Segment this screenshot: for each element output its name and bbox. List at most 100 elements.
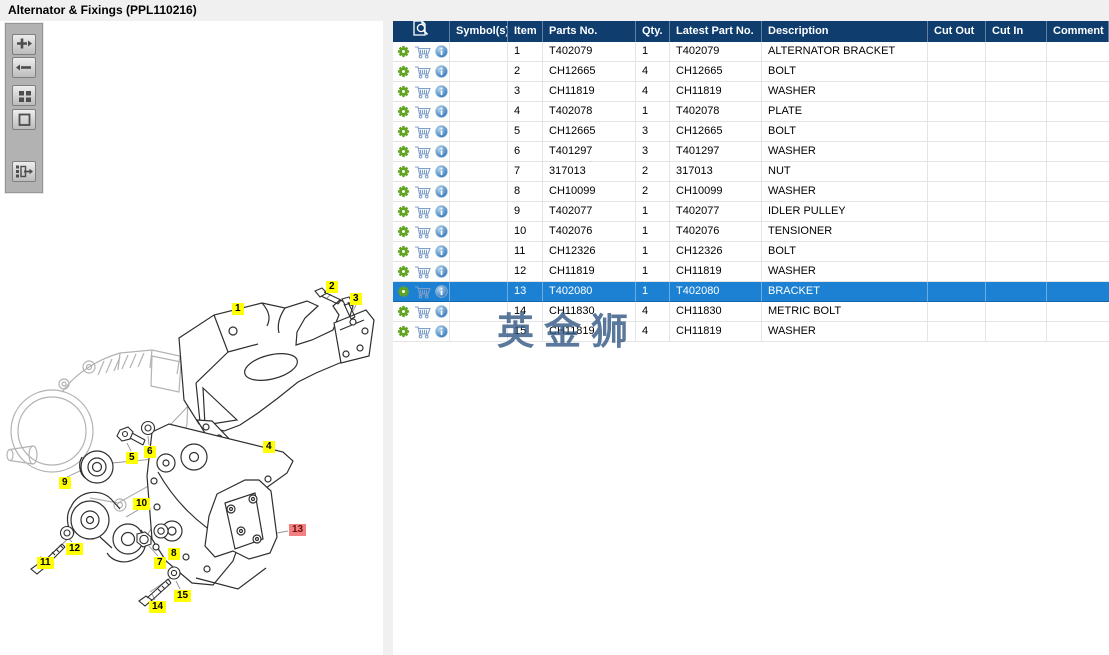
cart-icon[interactable] (414, 245, 431, 259)
gear-icon[interactable] (397, 285, 410, 298)
column-header-parts-no[interactable]: Parts No. (543, 21, 636, 42)
table-row[interactable]: 4 T402078 1 T402078 PLATE (393, 102, 1109, 122)
comment-cell (1047, 302, 1109, 322)
part-label-13[interactable]: 13 (289, 524, 307, 536)
gear-icon[interactable] (397, 165, 410, 178)
gear-icon[interactable] (397, 225, 410, 238)
info-icon[interactable] (435, 325, 448, 338)
zoom-out-button[interactable] (12, 57, 36, 78)
part-label-9[interactable]: 9 (59, 477, 71, 489)
part-label-2[interactable]: 2 (326, 281, 338, 293)
info-icon[interactable] (435, 105, 448, 118)
info-icon[interactable] (435, 145, 448, 158)
table-row[interactable]: 6 T401297 3 T401297 WASHER (393, 142, 1109, 162)
symbol-cell (450, 102, 508, 122)
tile-view-button[interactable] (12, 85, 36, 106)
table-row[interactable]: 12 CH11819 1 CH11819 WASHER (393, 262, 1109, 282)
cart-icon[interactable] (414, 185, 431, 199)
cart-icon[interactable] (414, 285, 431, 299)
part-label-10[interactable]: 10 (133, 498, 151, 510)
gear-icon[interactable] (397, 305, 410, 318)
gear-icon[interactable] (397, 105, 410, 118)
column-header-item[interactable]: Item (508, 21, 543, 42)
comment-cell (1047, 242, 1109, 262)
info-icon[interactable] (435, 265, 448, 278)
info-icon[interactable] (435, 185, 448, 198)
info-icon[interactable] (435, 225, 448, 238)
info-icon[interactable] (435, 245, 448, 258)
table-row[interactable]: 8 CH10099 2 CH10099 WASHER (393, 182, 1109, 202)
gear-icon[interactable] (397, 145, 410, 158)
info-icon[interactable] (435, 305, 448, 318)
info-icon[interactable] (435, 285, 448, 298)
column-header-latest-part-no[interactable]: Latest Part No. (670, 21, 762, 42)
gear-icon[interactable] (397, 325, 410, 338)
cart-icon[interactable] (414, 265, 431, 279)
part-label-12[interactable]: 12 (66, 543, 84, 555)
gear-icon[interactable] (397, 265, 410, 278)
column-header-cut-out[interactable]: Cut Out (928, 21, 986, 42)
cart-icon[interactable] (414, 225, 431, 239)
gear-icon[interactable] (397, 85, 410, 98)
single-view-button[interactable] (12, 109, 36, 130)
symbol-cell (450, 302, 508, 322)
gear-icon[interactable] (397, 205, 410, 218)
part-label-5[interactable]: 5 (126, 452, 138, 464)
panel-splitter[interactable] (383, 21, 393, 655)
cart-icon[interactable] (414, 45, 431, 59)
column-header-cut-in[interactable]: Cut In (986, 21, 1047, 42)
gear-icon[interactable] (397, 185, 410, 198)
expand-panel-button[interactable] (12, 161, 36, 182)
zoom-in-button[interactable] (12, 34, 36, 55)
info-icon[interactable] (435, 45, 448, 58)
part-label-3[interactable]: 3 (350, 293, 362, 305)
part-label-4[interactable]: 4 (263, 441, 275, 453)
column-header-symbols[interactable]: Symbol(s) (450, 21, 508, 42)
cart-icon[interactable] (414, 325, 431, 339)
table-row[interactable]: 2 CH12665 4 CH12665 BOLT (393, 62, 1109, 82)
cart-icon[interactable] (414, 305, 431, 319)
cut-in-cell (986, 102, 1047, 122)
part-label-8[interactable]: 8 (168, 548, 180, 560)
table-row[interactable]: 15 CH11819 4 CH11819 WASHER (393, 322, 1109, 342)
info-icon[interactable] (435, 165, 448, 178)
gear-icon[interactable] (397, 125, 410, 138)
gear-icon[interactable] (397, 45, 410, 58)
info-icon[interactable] (435, 205, 448, 218)
table-row[interactable]: 14 CH11830 4 CH11830 METRIC BOLT (393, 302, 1109, 322)
column-header-comment[interactable]: Comment (1047, 21, 1109, 42)
info-icon[interactable] (435, 125, 448, 138)
part-label-7[interactable]: 7 (154, 557, 166, 569)
part-label-14[interactable]: 14 (149, 601, 167, 613)
cart-icon[interactable] (414, 65, 431, 79)
column-header-description[interactable]: Description (762, 21, 928, 42)
cart-icon[interactable] (414, 165, 431, 179)
cart-icon[interactable] (414, 105, 431, 119)
part-label-1[interactable]: 1 (232, 303, 244, 315)
cart-icon[interactable] (414, 205, 431, 219)
part-label-6[interactable]: 6 (144, 446, 156, 458)
diagram-panel[interactable]: 1 2 3 4 5 6 7 8 9 10 11 12 13 14 15 (0, 21, 383, 655)
part-label-11[interactable]: 11 (37, 557, 54, 569)
cart-icon[interactable] (414, 85, 431, 99)
column-header-qty[interactable]: Qty. (636, 21, 670, 42)
description-cell: WASHER (762, 82, 928, 102)
cart-icon[interactable] (414, 125, 431, 139)
column-header-preview[interactable] (393, 21, 450, 42)
table-row[interactable]: 13 T402080 1 T402080 BRACKET (393, 282, 1109, 302)
table-row[interactable]: 5 CH12665 3 CH12665 BOLT (393, 122, 1109, 142)
table-row[interactable]: 7 317013 2 317013 NUT (393, 162, 1109, 182)
gear-icon[interactable] (397, 65, 410, 78)
table-row[interactable]: 3 CH11819 4 CH11819 WASHER (393, 82, 1109, 102)
qty-cell: 1 (636, 42, 670, 62)
gear-icon[interactable] (397, 245, 410, 258)
table-row[interactable]: 11 CH12326 1 CH12326 BOLT (393, 242, 1109, 262)
table-row[interactable]: 10 T402076 1 T402076 TENSIONER (393, 222, 1109, 242)
table-row[interactable]: 1 T402079 1 T402079 ALTERNATOR BRACKET (393, 42, 1109, 62)
table-row[interactable]: 9 T402077 1 T402077 IDLER PULLEY (393, 202, 1109, 222)
part-label-15[interactable]: 15 (174, 590, 192, 602)
info-icon[interactable] (435, 65, 448, 78)
cut-out-cell (928, 102, 986, 122)
cart-icon[interactable] (414, 145, 431, 159)
info-icon[interactable] (435, 85, 448, 98)
